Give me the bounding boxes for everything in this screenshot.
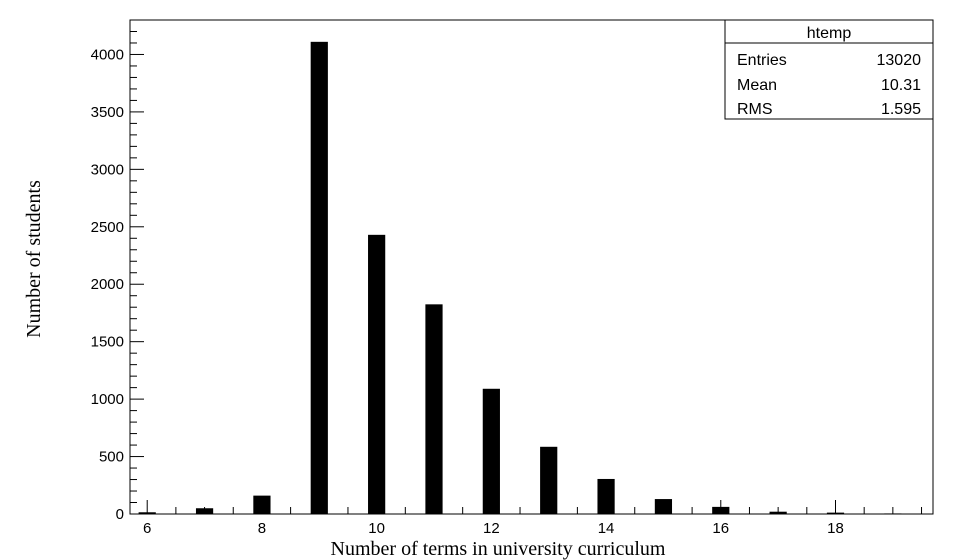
y-tick-label-500: 500 xyxy=(99,449,124,466)
y-tick-label-2500: 2500 xyxy=(91,219,124,236)
y-tick-label-3500: 3500 xyxy=(91,104,124,121)
x-tick-label-14: 14 xyxy=(598,520,615,537)
y-tick-label-1500: 1500 xyxy=(91,334,124,351)
bar-9 xyxy=(310,41,328,514)
stats-value-entries: 13020 xyxy=(877,52,922,69)
y-tick-label-1000: 1000 xyxy=(91,391,124,408)
x-tick-label-18: 18 xyxy=(827,520,844,537)
stats-label-rms: RMS xyxy=(737,101,773,118)
bar-10 xyxy=(368,234,386,514)
y-tick-label-3000: 3000 xyxy=(91,161,124,178)
x-tick-label-10: 10 xyxy=(368,520,385,537)
stats-label-entries: Entries xyxy=(737,52,787,69)
x-axis-ticks: 6 8 10 12 14 16 18 xyxy=(143,500,923,537)
x-axis-title: Number of terms in university curriculum xyxy=(331,538,666,560)
y-axis-ticks: 0 500 1000 1500 2000 2500 3000 3500 4000 xyxy=(91,19,144,523)
y-tick-label-4000: 4000 xyxy=(91,46,124,63)
x-tick-label-8: 8 xyxy=(258,520,266,537)
stats-box-title: htemp xyxy=(807,25,852,42)
bar-15 xyxy=(654,499,673,514)
x-tick-label-16: 16 xyxy=(712,520,729,537)
bar-11 xyxy=(425,304,443,514)
bar-14 xyxy=(597,478,615,514)
x-tick-label-6: 6 xyxy=(143,520,151,537)
bars-group xyxy=(138,41,902,514)
stats-label-mean: Mean xyxy=(737,77,777,94)
stats-value-mean: 10.31 xyxy=(881,77,921,94)
stats-box-frame xyxy=(724,19,934,120)
stats-value-rms: 1.595 xyxy=(881,101,921,118)
y-tick-label-0: 0 xyxy=(116,506,124,523)
x-tick-label-12: 12 xyxy=(483,520,500,537)
bar-13 xyxy=(540,446,558,514)
plot-frame xyxy=(129,19,934,515)
stats-box: htemp Entries 13020 Mean 10.31 RMS 1.595 xyxy=(724,19,934,120)
y-tick-label-2000: 2000 xyxy=(91,276,124,293)
bar-12 xyxy=(482,388,500,514)
y-axis-title: Number of students xyxy=(23,180,45,338)
